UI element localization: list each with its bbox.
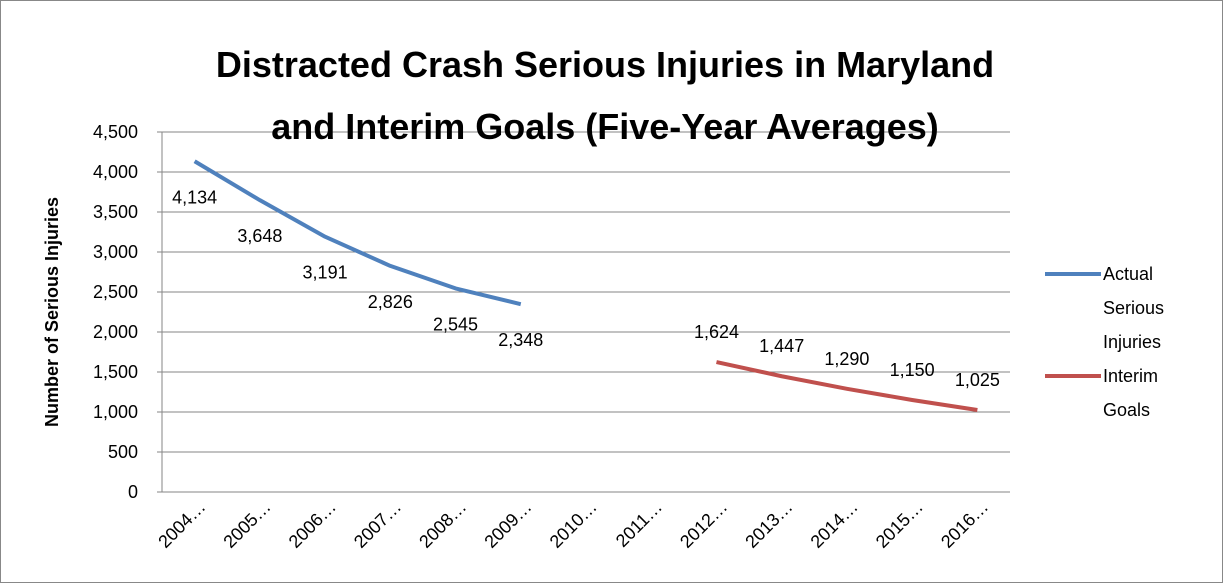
y-tick-label: 500 <box>108 442 138 462</box>
data-label: 1,624 <box>694 322 739 342</box>
legend-label: Actual Serious Injuries <box>1103 264 1165 352</box>
y-tick-label: 2,000 <box>93 322 138 342</box>
chart-title: and Interim Goals (Five-Year Averages) <box>271 106 939 147</box>
data-label: 1,290 <box>824 349 869 369</box>
data-label: 4,134 <box>172 187 217 207</box>
data-label: 2,348 <box>498 330 543 350</box>
data-label: 3,191 <box>303 263 348 283</box>
y-tick-label: 4,000 <box>93 162 138 182</box>
data-label: 2,826 <box>368 292 413 312</box>
series-line <box>716 360 978 412</box>
y-tick-label: 3,500 <box>93 202 138 222</box>
y-tick-label: 1,500 <box>93 362 138 382</box>
data-label: 3,648 <box>237 226 282 246</box>
y-tick-label: 4,500 <box>93 122 138 142</box>
data-label: 1,150 <box>890 360 935 380</box>
y-tick-label: 0 <box>128 482 138 502</box>
data-label: 1,447 <box>759 336 804 356</box>
data-label: 2,545 <box>433 314 478 334</box>
legend-label: Interim Goals <box>1103 366 1159 420</box>
series-line <box>193 159 522 307</box>
y-tick-label: 1,000 <box>93 402 138 422</box>
chart-title: Distracted Crash Serious Injuries in Mar… <box>216 44 994 85</box>
y-tick-label: 3,000 <box>93 242 138 262</box>
data-label: 1,025 <box>955 370 1000 390</box>
y-tick-label: 2,500 <box>93 282 138 302</box>
y-axis-label: Number of Serious Injuries <box>42 197 62 427</box>
